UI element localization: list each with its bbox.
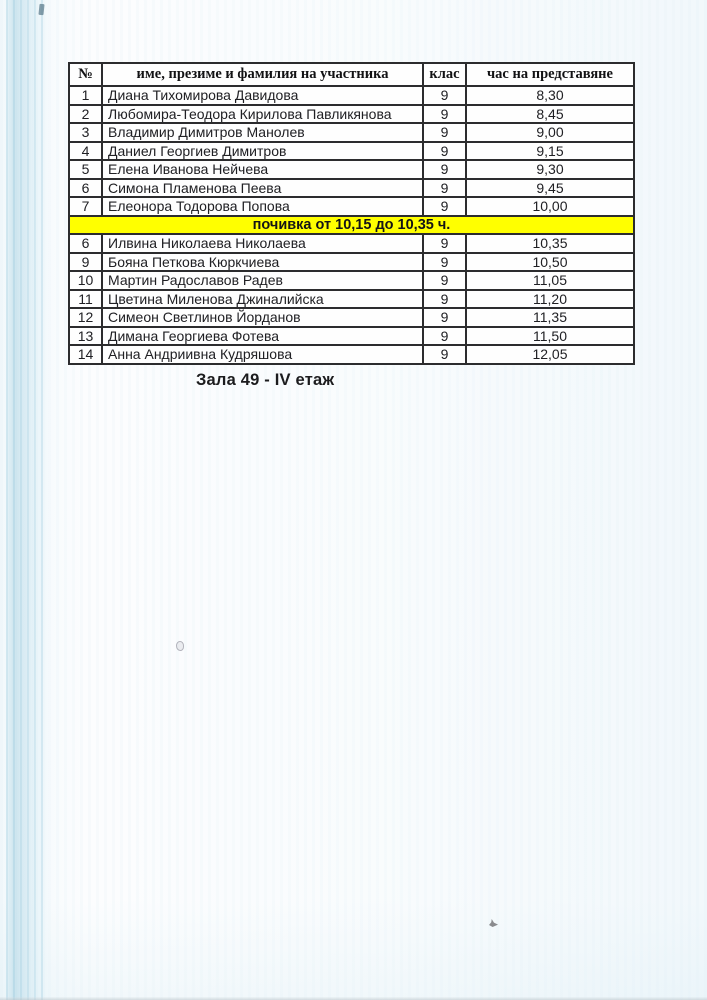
table-row: 13 Димана Георгиева Фотева 9 11,50: [68, 325, 635, 346]
table-row: 14 Анна Андриивна Кудряшова 9 12,05: [68, 344, 635, 365]
time-value: 11,50: [465, 325, 635, 346]
table-row: 9 Бояна Петкова Кюркчиева 9 10,50: [68, 251, 635, 272]
participant-name: Елена Иванова Нейчева: [101, 159, 424, 180]
grade-value: 9: [422, 270, 467, 291]
time-value: 9,00: [465, 122, 635, 143]
grade-value: 9: [422, 307, 467, 328]
grade-value: 9: [422, 325, 467, 346]
participant-name: Симеон Светлинов Йорданов: [101, 307, 424, 328]
row-number: 12: [68, 307, 103, 328]
grade-value: 9: [422, 177, 467, 198]
time-value: 8,30: [465, 85, 635, 106]
table-row: 10 Мартин Радославов Радев 9 11,05: [68, 270, 635, 291]
grade-value: 9: [422, 233, 467, 254]
row-number: 11: [68, 288, 103, 309]
row-number: 10: [68, 270, 103, 291]
participant-name: Симона Пламенова Пеева: [101, 177, 424, 198]
grade-value: 9: [422, 140, 467, 161]
time-value: 9,30: [465, 159, 635, 180]
time-value: 9,45: [465, 177, 635, 198]
grade-value: 9: [422, 159, 467, 180]
row-number: 3: [68, 122, 103, 143]
header-number: №: [68, 62, 103, 87]
participant-name: Даниел Георгиев Димитров: [101, 140, 424, 161]
scan-streak-band: [6, 0, 48, 1000]
time-value: 10,50: [465, 251, 635, 272]
header-grade: клас: [422, 62, 467, 87]
row-number: 7: [68, 196, 103, 217]
row-number: 6: [68, 177, 103, 198]
participant-name: Владимир Димитров Манолев: [101, 122, 424, 143]
participant-name: Цветина Миленова Джиналийска: [101, 288, 424, 309]
row-number: 13: [68, 325, 103, 346]
table-header-row: № име, презиме и фамилия на участника кл…: [68, 62, 635, 87]
grade-value: 9: [422, 251, 467, 272]
table-row: 11 Цветина Миленова Джиналийска 9 11,20: [68, 288, 635, 309]
time-value: 10,35: [465, 233, 635, 254]
break-row: почивка от 10,15 до 10,35 ч.: [68, 214, 635, 235]
time-value: 8,45: [465, 103, 635, 124]
grade-value: 9: [422, 103, 467, 124]
time-value: 11,35: [465, 307, 635, 328]
participant-name: Елеонора Тодорова Попова: [101, 196, 424, 217]
participants-schedule-table: № име, презиме и фамилия на участника кл…: [68, 62, 635, 365]
grade-value: 9: [422, 85, 467, 106]
participant-name: Диана Тихомирова Давидова: [101, 85, 424, 106]
table-row: 5 Елена Иванова Нейчева 9 9,30: [68, 159, 635, 180]
row-number: 6: [68, 233, 103, 254]
time-value: 11,20: [465, 288, 635, 309]
table-row: 7 Елеонора Тодорова Попова 9 10,00: [68, 196, 635, 217]
grade-value: 9: [422, 288, 467, 309]
table-row: 6 Илвина Николаева Николаева 9 10,35: [68, 233, 635, 254]
grade-value: 9: [422, 196, 467, 217]
header-participant-name: име, презиме и фамилия на участника: [101, 62, 424, 87]
participant-name: Димана Георгиева Фотева: [101, 325, 424, 346]
table-row: 2 Любомира-Теодора Кирилова Павликянова 9 8…: [68, 103, 635, 124]
participant-name: Любомира-Теодора Кирилова Павликянова: [101, 103, 424, 124]
participant-name: Мартин Радославов Радев: [101, 270, 424, 291]
row-number: 5: [68, 159, 103, 180]
row-number: 1: [68, 85, 103, 106]
time-value: 10,00: [465, 196, 635, 217]
participant-name: Илвина Николаева Николаева: [101, 233, 424, 254]
time-value: 12,05: [465, 344, 635, 365]
row-number: 9: [68, 251, 103, 272]
scan-speck-middle: [176, 641, 184, 651]
grade-value: 9: [422, 344, 467, 365]
break-row-label: почивка от 10,15 до 10,35 ч.: [68, 214, 635, 235]
time-value: 9,15: [465, 140, 635, 161]
table-row: 6 Симона Пламенова Пеева 9 9,45: [68, 177, 635, 198]
header-presentation-time: час на представяне: [465, 62, 635, 87]
time-value: 11,05: [465, 270, 635, 291]
table-row: 3 Владимир Димитров Манолев 9 9,00: [68, 122, 635, 143]
scan-speck-bottom: [489, 919, 498, 927]
table-row: 12 Симеон Светлинов Йорданов 9 11,35: [68, 307, 635, 328]
table-row: 4 Даниел Георгиев Димитров 9 9,15: [68, 140, 635, 161]
row-number: 14: [68, 344, 103, 365]
participant-name: Анна Андриивна Кудряшова: [101, 344, 424, 365]
table-row: 1 Диана Тихомирова Давидова 9 8,30: [68, 85, 635, 106]
row-number: 2: [68, 103, 103, 124]
participant-name: Бояна Петкова Кюркчиева: [101, 251, 424, 272]
table-body: 1 Диана Тихомирова Давидова 9 8,30 2 Любомира…: [68, 85, 635, 365]
grade-value: 9: [422, 122, 467, 143]
scan-speck-top-left: [38, 3, 45, 16]
venue-note: Зала 49 - IV етаж: [196, 371, 335, 389]
row-number: 4: [68, 140, 103, 161]
